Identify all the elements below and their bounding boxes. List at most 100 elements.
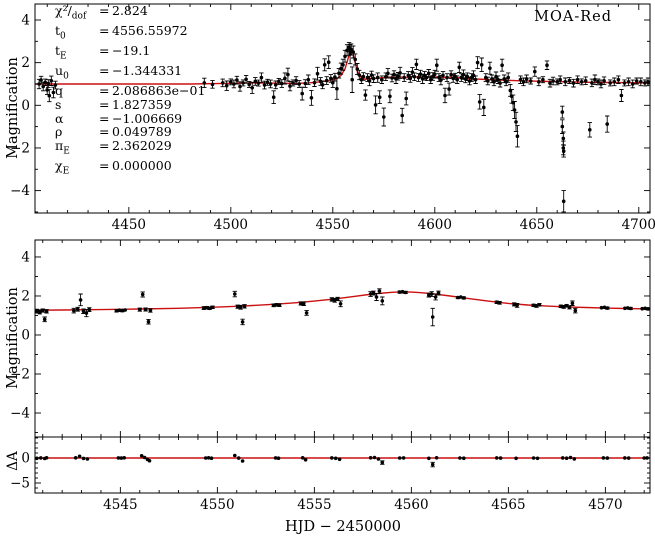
data-point xyxy=(122,456,126,460)
data-point xyxy=(262,83,267,87)
fit-parameter-value: 4556.55972 xyxy=(112,23,188,39)
equals-sign: = xyxy=(99,137,110,153)
x-tick-label: 4550 xyxy=(200,497,234,513)
data-point xyxy=(238,84,242,89)
data-point xyxy=(398,71,402,75)
data-point xyxy=(551,79,555,83)
data-point xyxy=(309,96,314,100)
data-point xyxy=(601,456,606,460)
data-point xyxy=(541,77,545,82)
data-point xyxy=(534,304,539,308)
y-tick-label: 2 xyxy=(21,288,30,304)
data-point xyxy=(458,456,462,460)
data-point xyxy=(337,457,342,462)
data-point xyxy=(630,82,635,86)
data-point xyxy=(268,82,273,86)
data-point xyxy=(471,73,476,78)
y-tick-label: 4 xyxy=(21,249,30,265)
x-tick-label: 4560 xyxy=(394,497,428,513)
y-tick-label: −4 xyxy=(10,406,30,422)
data-point xyxy=(73,456,78,460)
data-point xyxy=(531,456,536,460)
data-point xyxy=(412,74,417,79)
data-point xyxy=(232,82,236,86)
data-point xyxy=(622,81,627,85)
data-point xyxy=(571,81,576,85)
data-point xyxy=(119,456,124,460)
data-point xyxy=(428,77,433,82)
fit-parameter-label: s xyxy=(55,96,62,112)
y-tick-label: −2 xyxy=(10,366,30,382)
fit-parameter-row: s = 1.827359 xyxy=(55,98,205,112)
x-tick-label: 4700 xyxy=(622,217,655,233)
data-point xyxy=(486,79,490,83)
data-point xyxy=(560,456,565,460)
data-point xyxy=(240,459,245,463)
data-point xyxy=(81,456,86,461)
data-point xyxy=(288,84,292,88)
x-tick-label: 4450 xyxy=(112,217,146,233)
data-point xyxy=(306,77,311,82)
data-point xyxy=(87,307,92,312)
data-point xyxy=(623,456,627,460)
data-point xyxy=(555,80,559,84)
data-point xyxy=(140,292,145,297)
y-tick-label: −2 xyxy=(10,140,30,156)
data-point xyxy=(363,93,368,97)
data-point xyxy=(377,95,382,99)
panel-zoom-light-curve: 4 2 0 −2 −4 xyxy=(10,239,651,438)
x-tick-label: 4565 xyxy=(491,497,525,513)
data-point xyxy=(561,305,566,309)
data-point xyxy=(441,73,445,78)
data-point xyxy=(374,295,379,299)
data-point xyxy=(640,306,644,311)
data-point xyxy=(240,320,245,324)
data-point xyxy=(396,74,400,79)
data-point xyxy=(233,292,237,296)
data-point xyxy=(315,71,320,76)
equals-sign: = xyxy=(99,157,110,173)
data-point xyxy=(560,124,565,129)
data-point xyxy=(123,308,127,312)
data-point xyxy=(75,307,80,312)
data-point xyxy=(339,66,343,71)
fit-parameter-value: −19.1 xyxy=(112,43,151,59)
data-point xyxy=(548,81,552,85)
data-point xyxy=(457,65,462,70)
data-point xyxy=(330,456,334,460)
data-point xyxy=(207,306,212,311)
data-point xyxy=(41,308,45,313)
data-point xyxy=(283,76,287,81)
data-point xyxy=(626,456,631,460)
data-point xyxy=(294,78,298,83)
data-point xyxy=(403,290,408,295)
y-tick-label: 0 xyxy=(21,451,30,467)
data-point xyxy=(85,457,90,461)
data-point xyxy=(514,456,518,461)
data-point xyxy=(477,100,482,104)
x-tick-label: 4555 xyxy=(297,497,331,513)
data-point xyxy=(575,77,580,82)
fit-parameter-value: −1.344331 xyxy=(112,63,183,79)
data-point xyxy=(220,81,225,85)
data-point xyxy=(147,459,152,463)
data-point xyxy=(456,295,460,300)
fit-parameter-label: α xyxy=(55,110,64,126)
data-point xyxy=(326,60,331,64)
data-point xyxy=(435,63,439,67)
data-point xyxy=(259,75,264,80)
data-point xyxy=(39,78,43,82)
data-point xyxy=(512,108,517,112)
data-point xyxy=(612,80,617,84)
data-point xyxy=(545,63,549,67)
data-point xyxy=(43,80,47,85)
data-point xyxy=(447,87,451,91)
data-point xyxy=(224,83,229,88)
data-point xyxy=(561,136,566,141)
data-point xyxy=(229,80,233,84)
data-point xyxy=(332,298,337,303)
data-point xyxy=(427,456,431,461)
data-point xyxy=(114,309,119,313)
data-point xyxy=(408,76,413,81)
dataset-label: MOA-Red xyxy=(534,9,612,25)
